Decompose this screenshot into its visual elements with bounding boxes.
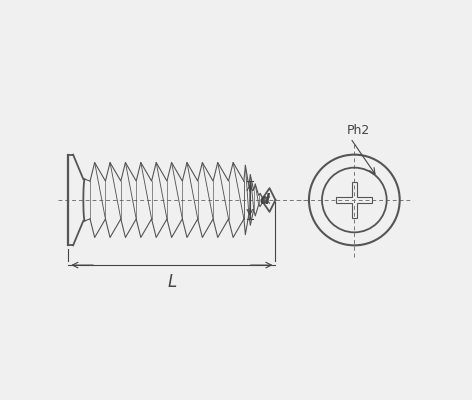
Text: d: d	[260, 193, 270, 207]
Text: Ph2: Ph2	[346, 124, 370, 137]
Text: L: L	[167, 273, 177, 291]
